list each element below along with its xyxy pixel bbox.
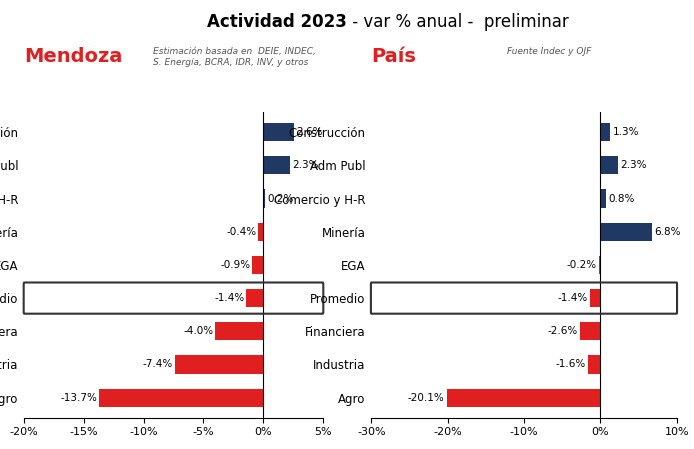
Text: 1.3%: 1.3% xyxy=(613,127,639,137)
Bar xyxy=(590,289,600,307)
Bar xyxy=(588,355,600,374)
Text: 2.6%: 2.6% xyxy=(296,127,322,137)
Bar xyxy=(600,123,610,141)
Text: - var % anual -  preliminar: - var % anual - preliminar xyxy=(347,13,569,31)
Text: -13.7%: -13.7% xyxy=(61,393,98,403)
Text: -1.4%: -1.4% xyxy=(557,293,587,303)
Text: 2.3%: 2.3% xyxy=(292,160,319,170)
Bar xyxy=(253,256,263,274)
Text: Fuente Indec y OJF: Fuente Indec y OJF xyxy=(507,47,591,56)
Bar xyxy=(175,355,263,374)
Bar xyxy=(99,388,263,407)
Bar xyxy=(599,256,600,274)
Text: -0.4%: -0.4% xyxy=(226,227,257,237)
Bar xyxy=(263,189,265,207)
Bar xyxy=(246,289,263,307)
Bar xyxy=(263,156,291,175)
Bar xyxy=(580,322,600,340)
Bar xyxy=(215,322,263,340)
Text: -0.2%: -0.2% xyxy=(566,260,597,270)
Bar xyxy=(263,123,294,141)
Bar xyxy=(447,388,600,407)
Text: -4.0%: -4.0% xyxy=(183,326,214,336)
Text: 2.3%: 2.3% xyxy=(620,160,647,170)
Text: Actividad 2023: Actividad 2023 xyxy=(207,13,347,31)
Text: -7.4%: -7.4% xyxy=(143,360,173,370)
Bar xyxy=(600,223,652,241)
Text: -1.4%: -1.4% xyxy=(214,293,244,303)
Text: -2.6%: -2.6% xyxy=(548,326,578,336)
Text: -20.1%: -20.1% xyxy=(408,393,445,403)
Bar xyxy=(600,156,618,175)
Text: Mendoza: Mendoza xyxy=(24,47,123,66)
Text: -0.9%: -0.9% xyxy=(221,260,251,270)
Text: Estimación basada en  DEIE, INDEC,
S. Energía, BCRA, IDR, INV, y otros: Estimación basada en DEIE, INDEC, S. Ene… xyxy=(153,47,316,66)
Bar xyxy=(600,189,607,207)
Text: País: País xyxy=(371,47,416,66)
Text: 0.8%: 0.8% xyxy=(609,194,635,203)
Text: 6.8%: 6.8% xyxy=(654,227,681,237)
Text: 0.2%: 0.2% xyxy=(267,194,294,203)
Text: -1.6%: -1.6% xyxy=(556,360,586,370)
Bar xyxy=(258,223,263,241)
